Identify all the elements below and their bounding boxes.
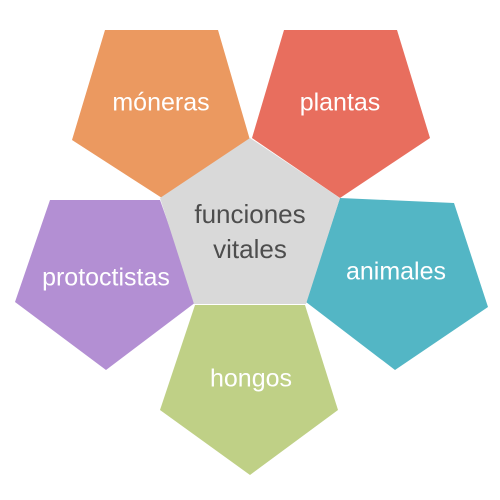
center-label-line-1: funciones — [194, 199, 305, 229]
label-plantas: plantas — [300, 89, 381, 117]
center-label-line-2: vitales — [213, 234, 287, 264]
label-hongos: hongos — [210, 365, 292, 393]
label-animales: animales — [346, 258, 446, 286]
petal-plantas — [252, 30, 430, 198]
label-moneras: móneras — [112, 89, 209, 117]
petal-protoctistas — [15, 200, 196, 370]
center-pentagon — [160, 138, 340, 304]
petal-hongos — [160, 305, 338, 475]
petal-animales — [306, 198, 488, 370]
label-protoctistas: protoctistas — [42, 264, 170, 292]
petal-moneras — [72, 30, 250, 198]
